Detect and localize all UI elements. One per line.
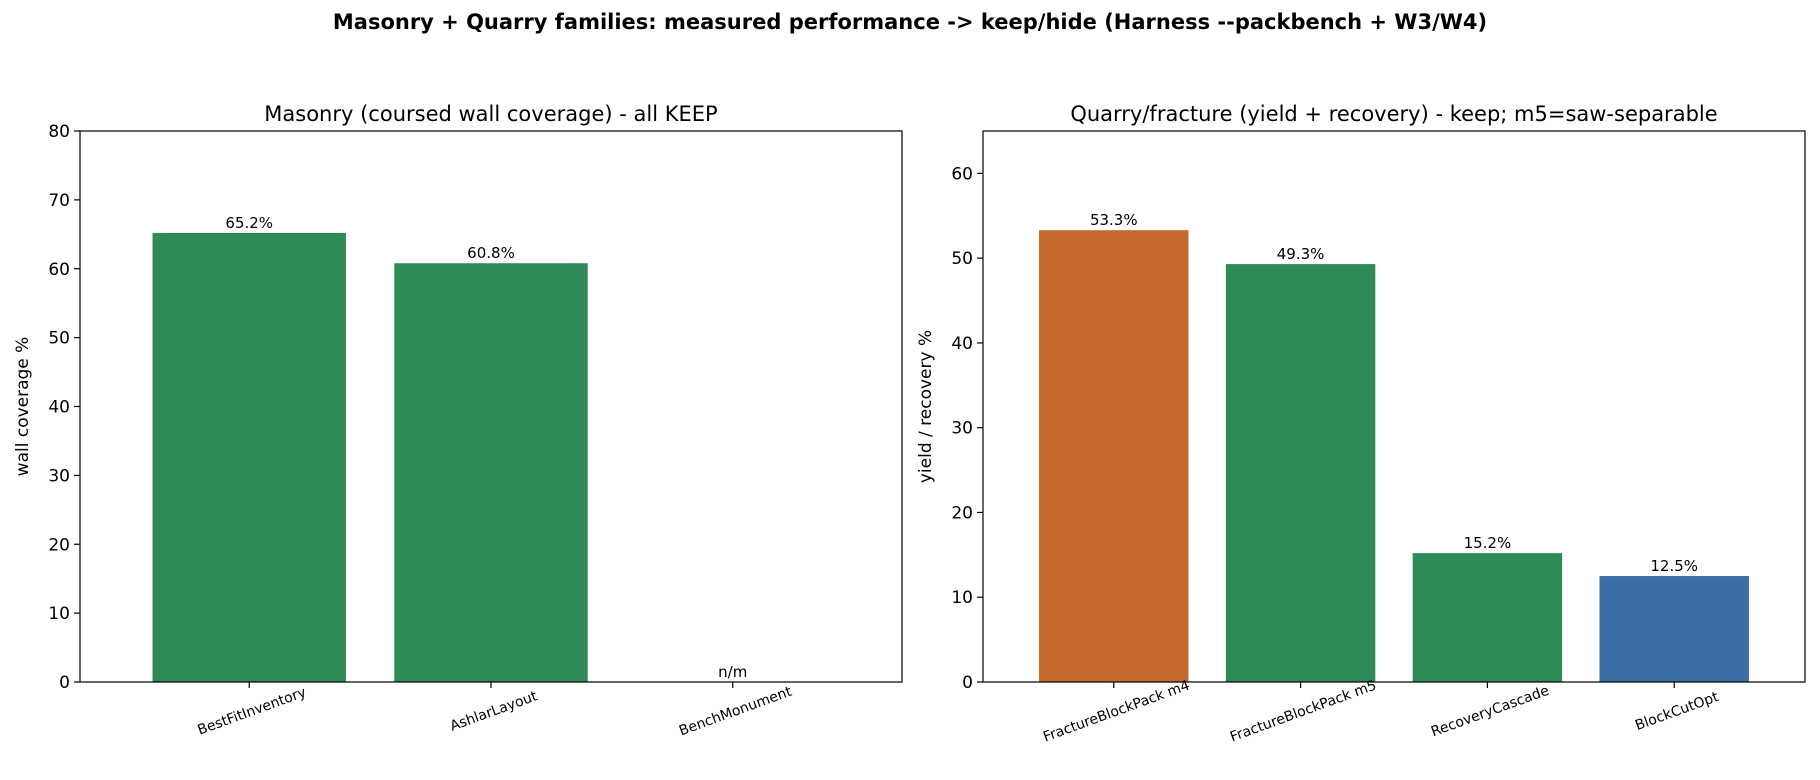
y-tick-label: 20 <box>951 503 973 523</box>
data-label: 15.2% <box>1464 534 1512 552</box>
y-tick-label: 40 <box>48 398 70 418</box>
y-tick-label: 0 <box>59 673 70 693</box>
x-tick-label: AshlarLayout <box>448 688 540 735</box>
y-tick-label: 50 <box>48 329 70 349</box>
x-tick-label: BestFitInventory <box>196 684 309 738</box>
axes-frame <box>982 130 1806 683</box>
data-label: 53.3% <box>1090 211 1138 229</box>
y-tick-label: 80 <box>48 122 70 142</box>
data-label: 49.3% <box>1277 245 1325 263</box>
y-tick-label: 60 <box>48 260 70 280</box>
x-tick-label: FractureBlockPack m5 <box>1228 678 1379 746</box>
bar <box>1039 230 1189 682</box>
data-label: 65.2% <box>225 214 273 232</box>
y-tick-label: 10 <box>951 588 973 608</box>
x-tick-label: BenchMonument <box>677 684 794 740</box>
data-label: n/m <box>718 663 747 681</box>
y-tick-label: 30 <box>48 466 70 486</box>
y-tick-label: 70 <box>48 191 70 211</box>
data-label: 12.5% <box>1650 557 1698 575</box>
bar <box>1225 264 1376 682</box>
y-tick-label: 40 <box>951 334 973 354</box>
y-axis-label: yield / recovery % <box>916 330 936 483</box>
data-label: 60.8% <box>467 244 515 262</box>
bar <box>1599 576 1749 682</box>
y-tick-label: 30 <box>951 419 973 439</box>
y-tick-label: 20 <box>48 535 70 555</box>
y-tick-label: 50 <box>951 249 973 269</box>
y-axis-label: wall coverage % <box>13 337 33 477</box>
y-tick-label: 0 <box>962 673 973 693</box>
chart-title: Quarry/fracture (yield + recovery) - kee… <box>1070 102 1717 126</box>
chart-title: Masonry (coursed wall coverage) - all KE… <box>264 102 717 126</box>
y-tick-label: 10 <box>48 604 70 624</box>
y-tick-label: 60 <box>951 164 973 184</box>
x-tick-label: FractureBlockPack m4 <box>1041 678 1192 746</box>
bar <box>152 232 346 682</box>
figure-title: Masonry + Quarry families: measured perf… <box>332 10 1488 34</box>
bar <box>1412 553 1563 682</box>
bar <box>394 263 588 682</box>
x-tick-label: RecoveryCascade <box>1429 683 1551 741</box>
x-tick-label: BlockCutOpt <box>1633 689 1721 734</box>
